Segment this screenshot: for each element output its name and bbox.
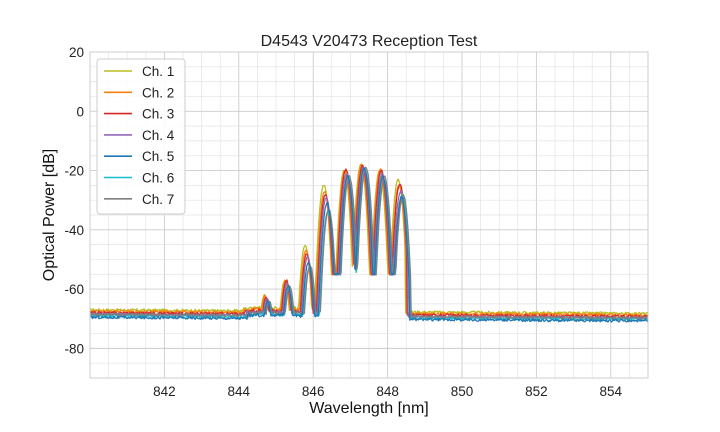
y-tick-label: -20 xyxy=(64,164,84,179)
y-tick-label: -60 xyxy=(64,282,84,297)
chart-title: D4543 V20473 Reception Test xyxy=(261,33,478,50)
x-tick-label: 848 xyxy=(376,384,399,399)
x-tick-labels: 842 844 846 848 850 852 854 xyxy=(153,384,622,399)
series-line-ch-1 xyxy=(89,163,649,316)
legend-entry-label: Ch. 7 xyxy=(142,192,174,207)
legend-entry-label: Ch. 4 xyxy=(142,128,175,143)
y-tick-label: -80 xyxy=(64,341,84,356)
y-axis-label: Optical Power [dB] xyxy=(41,149,58,282)
legend-entry-label: Ch. 1 xyxy=(142,64,174,79)
x-axis-label: Wavelength [nm] xyxy=(309,400,428,417)
y-tick-label: 20 xyxy=(69,45,84,60)
x-tick-label: 844 xyxy=(228,384,251,399)
x-tick-label: 854 xyxy=(600,384,623,399)
x-tick-label: 842 xyxy=(153,384,176,399)
series-line-ch-2 xyxy=(89,163,649,318)
plot-frame xyxy=(89,51,649,379)
y-tick-label: 0 xyxy=(76,104,84,119)
y-tick-labels: -80 -60 -40 -20 0 20 xyxy=(64,45,84,356)
series-line-ch-5 xyxy=(89,167,649,323)
legend-entry-label: Ch. 3 xyxy=(142,107,174,122)
legend-box xyxy=(96,58,186,215)
legend-entry-label: Ch. 5 xyxy=(142,149,174,164)
legend: Ch. 1 Ch. 2 Ch. 3 Ch. 4 Ch. 5 Ch. 6 Ch. 7 xyxy=(96,58,186,215)
y-tick-label: -40 xyxy=(64,223,84,238)
legend-entry-label: Ch. 2 xyxy=(142,85,174,100)
legend-entry-label: Ch. 6 xyxy=(142,171,174,186)
series-line-ch-7 xyxy=(89,166,649,320)
x-tick-label: 850 xyxy=(451,384,474,399)
series-layer xyxy=(89,163,649,323)
x-tick-label: 852 xyxy=(525,384,548,399)
x-tick-label: 846 xyxy=(302,384,325,399)
